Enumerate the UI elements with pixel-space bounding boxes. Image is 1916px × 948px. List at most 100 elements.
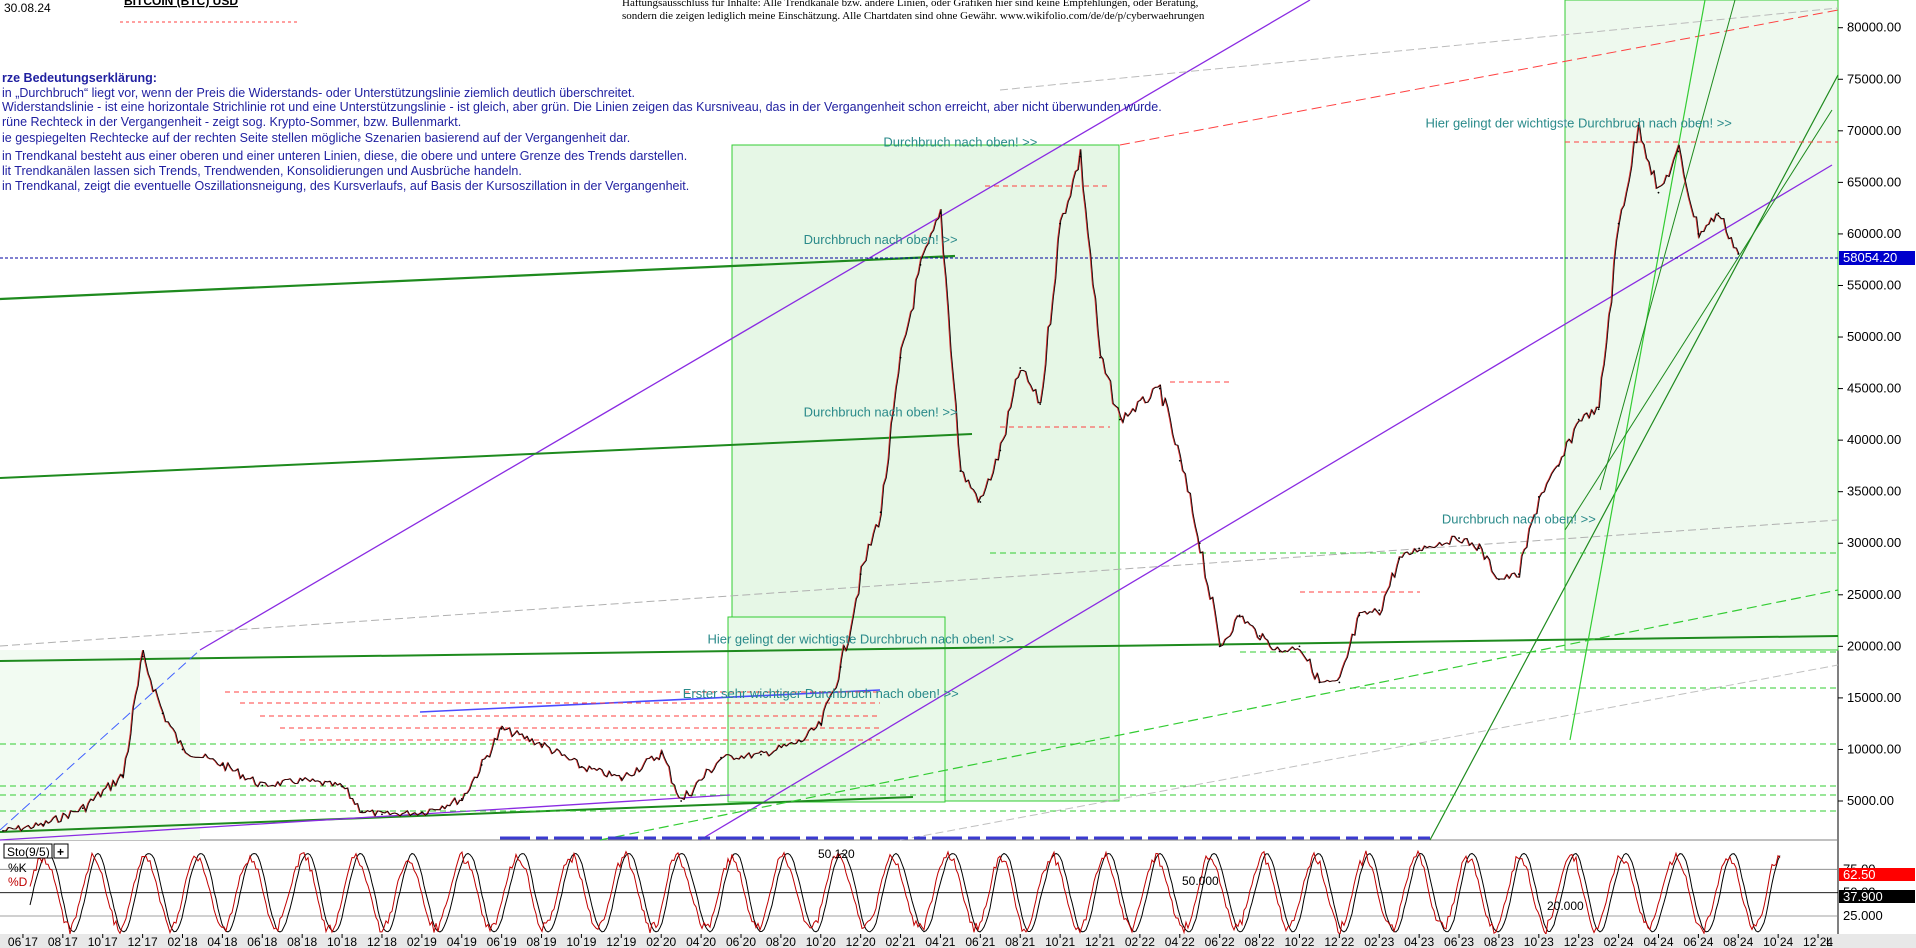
trendline-blue-2019 [419, 689, 881, 713]
price-point [341, 785, 343, 788]
time-axis-label: 06 23 [1444, 935, 1474, 948]
disclaimer-line-2: sondern die zeigen lediglich meine Einsc… [622, 10, 1205, 22]
time-axis-label: 12 22 [1324, 935, 1354, 948]
trendline-green-long-1 [0, 254, 956, 301]
oscillator-inner-label: 50.120 [818, 847, 855, 861]
note-line: Widerstandslinie - ist eine horizontale … [2, 100, 1162, 114]
price-point [1338, 681, 1341, 684]
trendline-green-dashed-up [599, 589, 1839, 841]
price-point [1059, 222, 1062, 225]
price-point [1178, 459, 1181, 462]
price-point [799, 740, 802, 743]
time-axis-bg [0, 934, 1916, 948]
price-point [1019, 367, 1022, 369]
price-point [1717, 212, 1720, 215]
time-axis-label: 12 19 [606, 935, 636, 948]
price-point [1737, 253, 1740, 255]
price-line [3, 122, 1740, 832]
support-resistance-lines [0, 21, 1838, 812]
time-axis-label: 08 17 [48, 935, 78, 948]
oscillator-axis-label: 25.000 [1843, 908, 1883, 923]
time-axis-label: 06 17 [8, 935, 38, 948]
trendline-green-steep-4 [1599, 0, 1736, 491]
time-axis-label: 10 20 [806, 935, 836, 948]
price-point [1478, 547, 1480, 550]
oscillator-d-label: %D [8, 875, 28, 889]
price-point [879, 511, 882, 514]
oscillator-title-box [3, 843, 53, 859]
time-axis-label: 04 22 [1165, 935, 1195, 948]
price-point [460, 798, 463, 800]
time-axis-label: 10 23 [1524, 935, 1554, 948]
price-point [161, 712, 164, 715]
price-axis-label: 5000.00 [1847, 793, 1894, 808]
note-line: ie gespiegelten Rechtecke auf der rechte… [2, 131, 630, 145]
trendline-red-dashed-top [1119, 9, 1839, 146]
oscillator-plus-label: + [57, 845, 64, 859]
stochastic-k-value: 62.50 [1843, 867, 1876, 882]
explanation-notes: rze Bedeutungserklärung: in „Durchbruch“… [2, 71, 1162, 193]
time-axis-label: 02 21 [886, 935, 916, 948]
trendline-green-base [0, 635, 1839, 662]
price-point [1238, 614, 1241, 617]
price-point [580, 766, 583, 768]
price-point [480, 764, 483, 766]
breakout-annotation: Hier gelingt der wichtigste Durchbruch n… [1426, 116, 1732, 131]
stochastic-oscillator [0, 849, 1838, 936]
trendline-purple-2019 [0, 794, 731, 841]
price-point [1597, 408, 1600, 411]
oscillator-plus-button[interactable] [53, 843, 69, 859]
price-axis-label: 45000.00 [1847, 381, 1901, 396]
chart-date: 30.08.24 [4, 1, 51, 15]
time-axis-label: 02 20 [646, 935, 676, 948]
time-axis-label: 08 24 [1723, 935, 1753, 948]
note-line: lit Trendkanälen lassen sich Trends, Tre… [2, 164, 522, 178]
price-axis-label: 50000.00 [1847, 329, 1901, 344]
price-point [1318, 681, 1321, 684]
price-point [839, 666, 842, 668]
note-line: rüne Rechteck in der Vergangenheit - zei… [2, 115, 461, 129]
trendline-green-long-2 [0, 433, 973, 479]
time-axis-label: 06 19 [487, 935, 517, 948]
time-axis-label: 02 18 [167, 935, 197, 948]
time-axis-label: 12 18 [367, 935, 397, 948]
note-line: in Trendkanal besteht aus einer oberen u… [2, 149, 687, 163]
price-point [1298, 645, 1301, 648]
time-axis-label: 02 19 [407, 935, 437, 948]
note-line: in Trendkanal, zeigt die eventuelle Oszi… [2, 179, 689, 193]
time-axis-label: 06 22 [1205, 935, 1235, 948]
breakout-annotation: Durchbruch nach oben! >> [883, 134, 1037, 149]
price-point [81, 807, 84, 810]
time-axis-label: 02 24 [1604, 935, 1634, 948]
time-axis-label: 04 21 [925, 935, 955, 948]
time-axis-label: 06 21 [965, 935, 995, 948]
time-axis-label: 08 21 [1005, 935, 1035, 948]
price-axis-label: 20000.00 [1847, 638, 1901, 653]
price-point [1039, 403, 1042, 405]
time-axis-label: 10 17 [88, 935, 118, 948]
oscillator-inner-label: 20.000 [1547, 899, 1584, 913]
price-axis-label: 35000.00 [1847, 484, 1901, 499]
price-point [1657, 191, 1660, 194]
bull-market-rect-2023-2024 [1564, 0, 1839, 651]
price-point [1198, 542, 1201, 545]
price-axis-label: 10000.00 [1847, 741, 1901, 756]
price-point [919, 263, 922, 266]
price-point [1637, 124, 1640, 127]
annotations: Durchbruch nach oben! >> Durchbruch nach … [683, 116, 1732, 701]
stochastic-k-line [29, 849, 1781, 936]
time-axis-label: 08 22 [1245, 935, 1275, 948]
oscillator-k-label: %K [8, 861, 27, 875]
price-point [301, 779, 304, 782]
price-point [760, 753, 762, 756]
price-point [939, 212, 942, 215]
trendline-grey-top [999, 7, 1839, 91]
time-axis-label: 10 19 [566, 935, 596, 948]
stochastic-d-marker [1839, 890, 1915, 903]
stochastic-k-marker [1839, 868, 1915, 881]
price-point [1577, 418, 1580, 421]
time-axis-label: 12 23 [1564, 935, 1594, 948]
price-point [261, 784, 264, 787]
time-axis-label: 08 18 [287, 935, 317, 948]
